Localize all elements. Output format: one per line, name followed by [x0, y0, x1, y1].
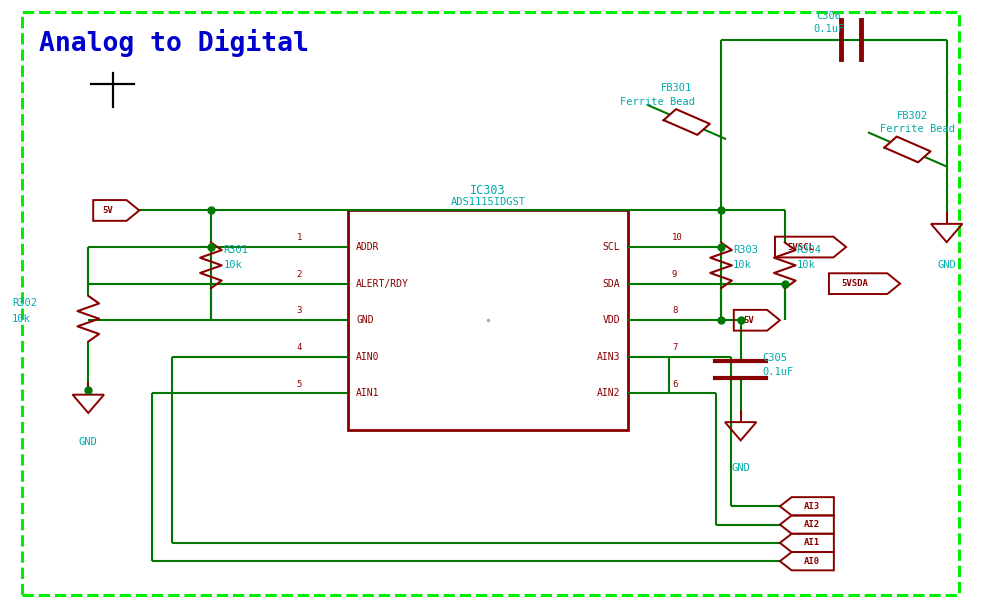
Text: FB302: FB302 [897, 111, 928, 121]
Text: GND: GND [937, 260, 956, 270]
Text: Analog to Digital: Analog to Digital [39, 29, 309, 57]
Text: 5V: 5V [103, 206, 114, 215]
Text: 10k: 10k [797, 260, 815, 270]
Text: GND: GND [356, 315, 374, 325]
Text: 2: 2 [297, 270, 302, 279]
Text: R301: R301 [224, 245, 248, 255]
Text: AIN1: AIN1 [356, 389, 380, 398]
Text: R303: R303 [733, 245, 757, 255]
Text: 3: 3 [297, 306, 302, 315]
Text: 5V: 5V [744, 316, 754, 325]
Text: 8: 8 [672, 306, 677, 315]
Text: R302: R302 [12, 298, 36, 309]
Text: R304: R304 [797, 245, 821, 255]
Text: 0.1uF: 0.1uF [762, 367, 794, 377]
Text: AI0: AI0 [804, 557, 820, 565]
Text: Ferrite Bead: Ferrite Bead [620, 97, 695, 107]
Text: ADDR: ADDR [356, 242, 380, 252]
Text: 5: 5 [297, 379, 302, 389]
Text: 6: 6 [672, 379, 677, 389]
Text: 10k: 10k [12, 314, 30, 324]
Text: SCL: SCL [602, 242, 620, 252]
Bar [348, 210, 628, 430]
Text: ADS1115IDGST: ADS1115IDGST [450, 197, 526, 207]
Text: Ferrite Bead: Ferrite Bead [880, 124, 955, 134]
Text: 9: 9 [672, 270, 677, 279]
Text: AIN2: AIN2 [596, 389, 620, 398]
Text: 1: 1 [297, 233, 302, 242]
Text: AI1: AI1 [804, 539, 820, 547]
Text: 7: 7 [672, 343, 677, 352]
Text: SDA: SDA [602, 279, 620, 289]
Text: 10k: 10k [224, 260, 242, 270]
Text: GND: GND [731, 463, 750, 473]
Text: 4: 4 [297, 343, 302, 352]
Text: FB301: FB301 [661, 84, 693, 93]
Text: IC303: IC303 [470, 184, 506, 198]
Text: AI2: AI2 [804, 520, 820, 529]
Text: 0.1uF: 0.1uF [813, 24, 845, 34]
Text: GND: GND [78, 437, 98, 447]
Text: C305: C305 [762, 353, 787, 363]
Text: 5VSCL: 5VSCL [788, 243, 814, 251]
Text: 10k: 10k [733, 260, 751, 270]
Text: AIN3: AIN3 [596, 352, 620, 362]
Text: AIN0: AIN0 [356, 352, 380, 362]
Text: 10: 10 [672, 233, 683, 242]
Text: 5VSDA: 5VSDA [842, 279, 868, 288]
Text: AI3: AI3 [804, 502, 820, 511]
Text: C306: C306 [816, 12, 842, 21]
Text: ALERT/RDY: ALERT/RDY [356, 279, 409, 289]
Text: VDD: VDD [602, 315, 620, 325]
